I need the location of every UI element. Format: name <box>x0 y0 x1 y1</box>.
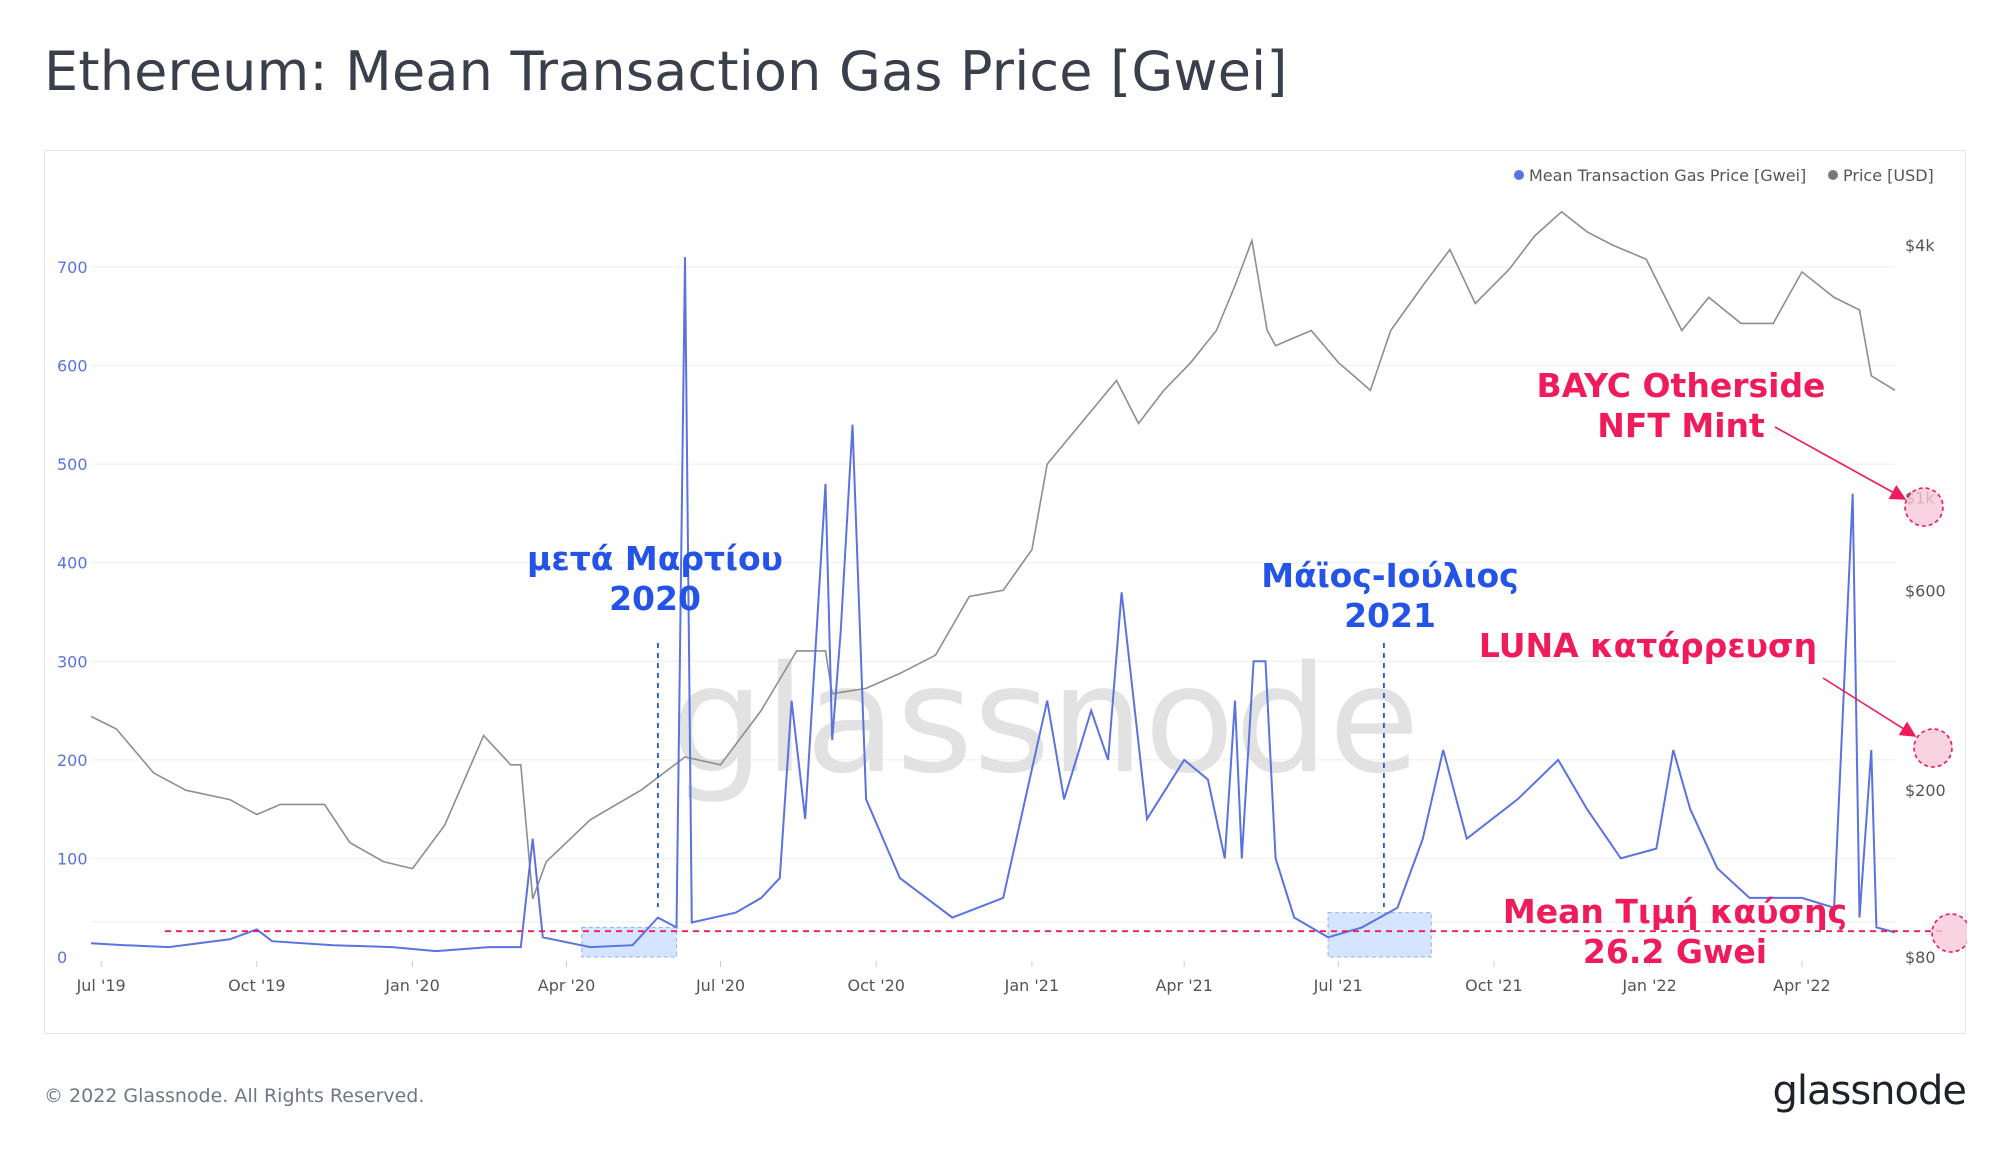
legend-gas-label: Mean Transaction Gas Price [Gwei] <box>1529 166 1806 185</box>
x-tick-Jul '19: Jul '19 <box>76 976 126 995</box>
legend-price-dot <box>1828 170 1838 180</box>
burn-marker-circle <box>1931 913 1967 953</box>
legend: Mean Transaction Gas Price [Gwei] Price … <box>1514 166 1934 185</box>
bayc-arrow <box>1774 426 1907 500</box>
y-right-tick-4000: $4k <box>1905 236 1935 255</box>
page-title: Ethereum: Mean Transaction Gas Price [Gw… <box>44 40 1288 103</box>
y-left-tick-0: 0 <box>57 948 67 967</box>
x-tick-Apr '20: Apr '20 <box>538 976 596 995</box>
x-tick-Apr '22: Apr '22 <box>1773 976 1831 995</box>
legend-price-label: Price [USD] <box>1843 166 1934 185</box>
y-left-tick-labels: 0 100 200 300 400 500 600 700 <box>57 258 88 967</box>
burn-label-line1: Mean Τιμή καύσης <box>1503 892 1847 931</box>
x-tick-Jul '20: Jul '20 <box>695 976 745 995</box>
may2021-label-line1: Μάϊος-Ιούλιος <box>1261 556 1519 595</box>
y-left-tick-600: 600 <box>57 357 88 376</box>
footer-logo: glassnode <box>1772 1068 1967 1114</box>
legend-gas-dot <box>1514 170 1524 180</box>
y-left-tick-500: 500 <box>57 455 88 474</box>
y-left-tick-100: 100 <box>57 849 88 868</box>
bayc-marker-circle <box>1904 487 1944 527</box>
y-left-tick-400: 400 <box>57 554 88 573</box>
watermark: glassnode <box>670 634 1419 806</box>
y-right-tick-80: $80 <box>1905 948 1936 967</box>
x-tick-Jul '21: Jul '21 <box>1313 976 1363 995</box>
luna-arrow <box>1822 677 1917 737</box>
highlight-range-1 <box>581 926 678 958</box>
x-tick-Oct '21: Oct '21 <box>1465 976 1523 995</box>
burn-label-line2: 26.2 Gwei <box>1583 932 1767 971</box>
bayc-label-line1: BAYC Otherside <box>1537 366 1826 405</box>
x-tick-Jan '21: Jan '21 <box>1004 976 1060 995</box>
luna-marker-circle <box>1913 728 1953 768</box>
y-right-tick-labels: $80$200$600$1k$4k <box>1905 236 1946 967</box>
bayc-label-line2: NFT Mint <box>1597 406 1765 445</box>
gas-series-line <box>90 257 1896 953</box>
x-tick-Oct '19: Oct '19 <box>228 976 286 995</box>
y-left-tick-300: 300 <box>57 652 88 671</box>
y-right-tick-200: $200 <box>1905 781 1946 800</box>
footer-copyright: © 2022 Glassnode. All Rights Reserved. <box>44 1085 425 1107</box>
y-right-tick-600: $600 <box>1905 581 1946 600</box>
x-tick-Apr '21: Apr '21 <box>1155 976 1213 995</box>
price-series-line <box>90 210 1896 900</box>
x-tick-labels: Jul '19 Oct '19 Jan '20 Apr '20 Jul '20 Oct '… <box>76 961 1831 995</box>
x-tick-Oct '20: Oct '20 <box>847 976 905 995</box>
y-left-tick-700: 700 <box>57 258 88 277</box>
highlight-range-2 <box>1327 912 1432 958</box>
march2020-label-line2: 2020 <box>609 579 701 618</box>
luna-label: LUNA κατάρρευση <box>1479 626 1817 665</box>
x-tick-Jan '20: Jan '20 <box>384 976 440 995</box>
gridlines <box>91 266 1895 923</box>
x-tick-Jan '22: Jan '22 <box>1621 976 1677 995</box>
may2021-label-line2: 2021 <box>1344 596 1436 635</box>
march2020-label-line1: μετά Μαρτίου <box>527 539 783 578</box>
highlight-ranges <box>581 912 1432 958</box>
y-left-tick-200: 200 <box>57 751 88 770</box>
